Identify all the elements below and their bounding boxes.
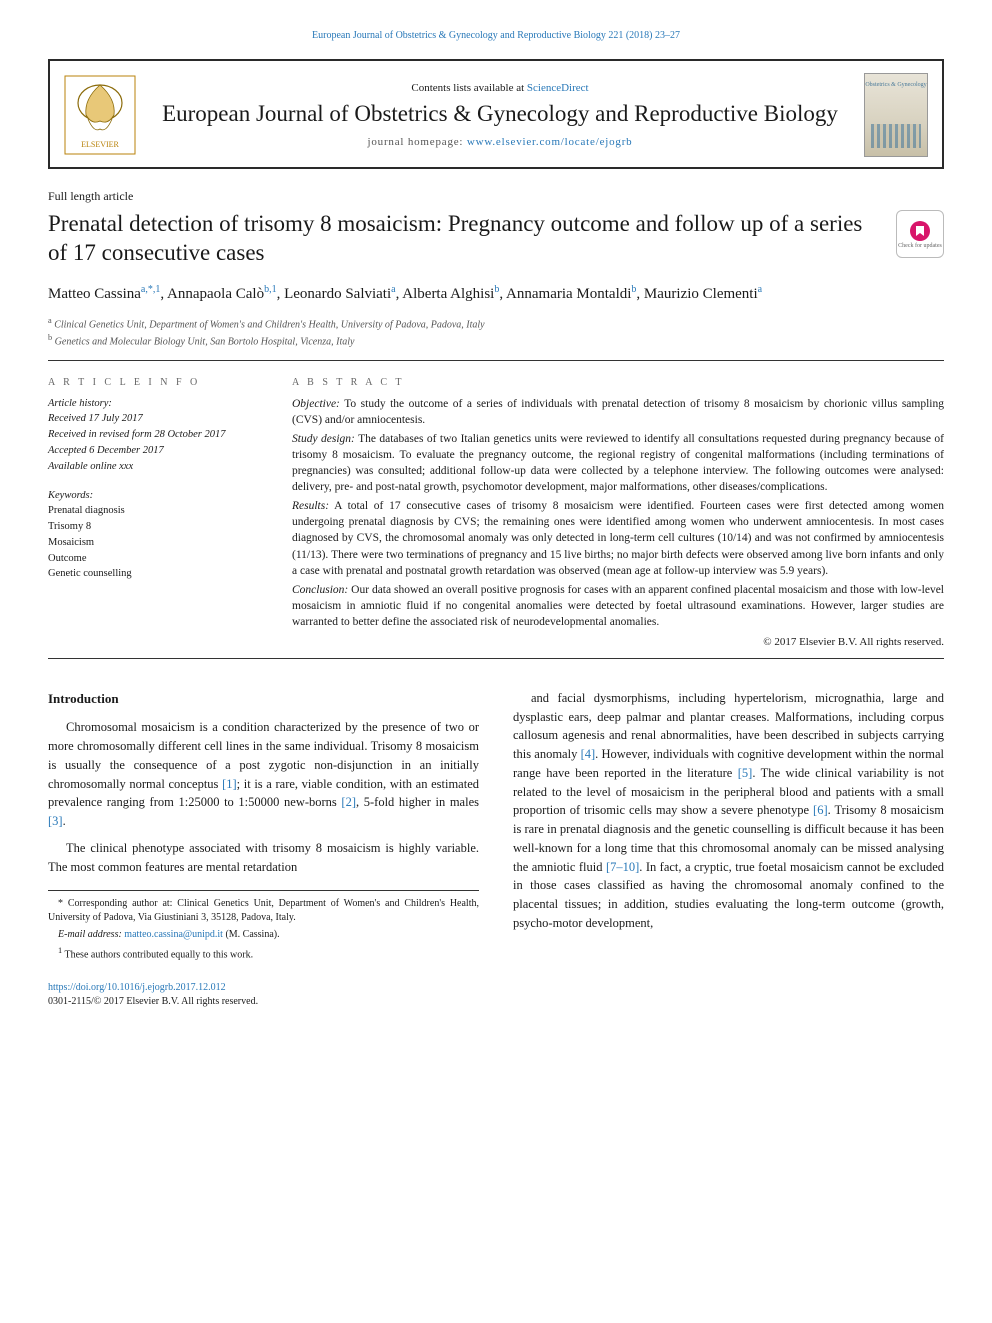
affiliations: a Clinical Genetics Unit, Department of … <box>48 315 944 350</box>
copyright-line: © 2017 Elsevier B.V. All rights reserved… <box>292 636 944 648</box>
doi-link[interactable]: https://doi.org/10.1016/j.ejogrb.2017.12… <box>48 982 226 993</box>
corresponding-email-link[interactable]: matteo.cassina@unipd.it <box>124 929 223 940</box>
authors: Matteo Cassinaa,*,1, Annapaola Calòb,1, … <box>48 282 944 306</box>
running-header: European Journal of Obstetrics & Gynecol… <box>48 30 944 41</box>
article-type: Full length article <box>48 189 944 204</box>
article-info-header: A R T I C L E I N F O <box>48 377 258 388</box>
svg-text:ELSEVIER: ELSEVIER <box>81 140 119 149</box>
journal-homepage-link[interactable]: www.elsevier.com/locate/ejogrb <box>467 136 633 148</box>
journal-cover-thumb: Obstetrics & Gynecology <box>864 73 928 157</box>
journal-name: European Journal of Obstetrics & Gynecol… <box>152 100 848 128</box>
elsevier-logo-icon: ELSEVIER <box>64 75 136 155</box>
check-updates-label: Check for updates <box>898 243 942 249</box>
article-title: Prenatal detection of trisomy 8 mosaicis… <box>48 210 884 268</box>
journal-banner: ELSEVIER Contents lists available at Sci… <box>48 59 944 169</box>
abstract-header: A B S T R A C T <box>292 377 944 388</box>
running-header-link[interactable]: European Journal of Obstetrics & Gynecol… <box>312 30 680 41</box>
journal-homepage-line: journal homepage: www.elsevier.com/locat… <box>152 136 848 148</box>
article-history: Article history: Received 17 July 2017Re… <box>48 396 258 475</box>
introduction-heading: Introduction <box>48 689 479 709</box>
abstract-body: Objective: To study the outcome of a ser… <box>292 396 944 630</box>
contents-lists-line: Contents lists available at ScienceDirec… <box>152 82 848 94</box>
sciencedirect-link[interactable]: ScienceDirect <box>527 82 589 94</box>
keywords-list: Prenatal diagnosisTrisomy 8MosaicismOutc… <box>48 503 258 582</box>
separator-rule <box>48 360 944 361</box>
footnotes: * Corresponding author at: Clinical Gene… <box>48 890 479 962</box>
keywords-header: Keywords: <box>48 490 258 501</box>
body-right-column: and facial dysmorphisms, including hyper… <box>513 689 944 1009</box>
check-for-updates-button[interactable]: Check for updates <box>896 210 944 258</box>
body-left-column: Introduction Chromosomal mosaicism is a … <box>48 689 479 1009</box>
separator-rule <box>48 658 944 659</box>
doi-block: https://doi.org/10.1016/j.ejogrb.2017.12… <box>48 981 479 1009</box>
